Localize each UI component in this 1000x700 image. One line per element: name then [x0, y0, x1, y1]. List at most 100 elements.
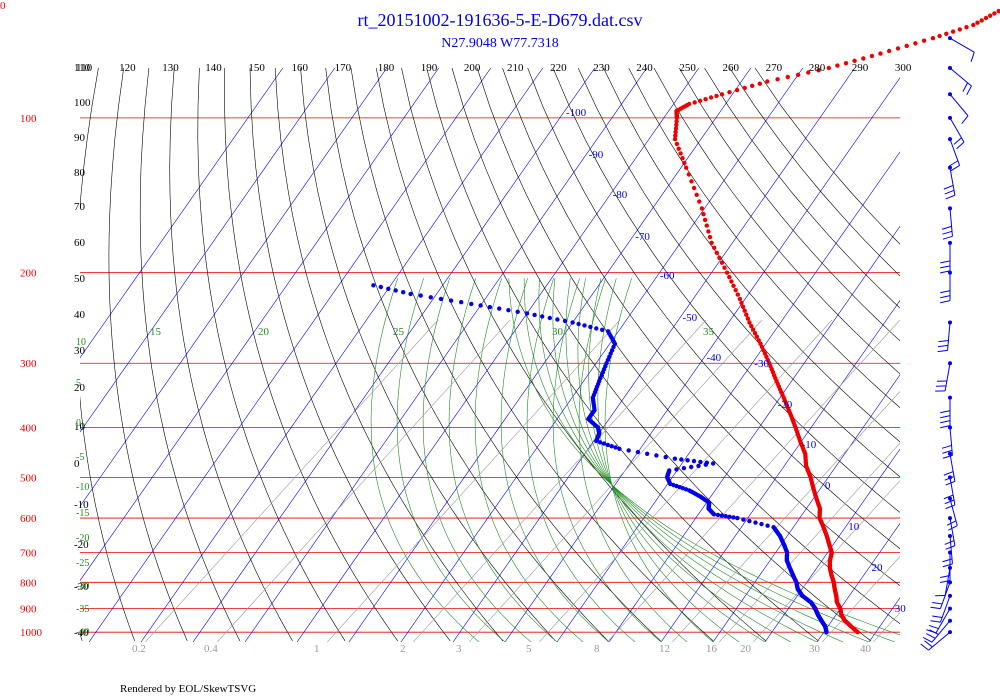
moist-adiabat-left-label: 10	[76, 337, 86, 348]
temperature-point	[686, 172, 691, 177]
dry-adiabat-label: 80	[74, 167, 86, 179]
moist-adiabat-line	[588, 278, 766, 642]
dewpoint-point	[710, 461, 716, 466]
dewpoint-point	[487, 304, 493, 310]
dewpoint-point	[679, 457, 684, 462]
mixing-ratio-label: 3	[456, 643, 462, 655]
isotherm-line	[192, 68, 596, 642]
dewpoint-point	[524, 311, 530, 316]
theta-tick-label: 280	[809, 62, 826, 74]
temperature-point	[682, 160, 687, 166]
dry-adiabat-line	[80, 68, 136, 642]
dry-adiabat-label: 50	[74, 273, 86, 285]
pressure-tick-label: 800	[20, 577, 37, 589]
wind-barb	[940, 270, 952, 304]
dry-adiabat-label: 70	[74, 201, 86, 213]
moist-adiabat-line	[597, 278, 740, 642]
wind-barb	[941, 206, 953, 240]
temperature-point	[733, 288, 738, 293]
dry-adiabat-label: 40	[74, 309, 86, 321]
wind-barb	[948, 36, 975, 62]
temperature-point	[674, 122, 679, 128]
isotherm-line	[88, 68, 492, 642]
mixing-ratio-label: 0.2	[132, 643, 146, 655]
dry-adiabat-line	[476, 68, 900, 625]
theta-tick-label: 220	[550, 62, 567, 74]
temperature-point	[717, 255, 722, 260]
temperature-point	[727, 274, 732, 280]
mixing-ratio-line	[468, 319, 763, 642]
temperature-point	[735, 292, 740, 297]
isotherm-line	[400, 68, 804, 642]
wind-barb-flag	[944, 189, 955, 195]
theta-tick-label: 110	[76, 62, 93, 74]
isotherm-label: 30	[895, 603, 907, 615]
dewpoint-point	[667, 468, 672, 473]
moist-adiabat-line	[577, 278, 792, 642]
isotherm-label: 0	[825, 480, 831, 492]
temperature-point	[983, 15, 989, 21]
dry-adiabat-label: -10	[74, 499, 89, 511]
dry-adiabat-label: -40	[74, 627, 89, 639]
wind-barb-flag	[945, 194, 956, 200]
dry-adiabat-line	[300, 68, 556, 642]
dewpoint-point	[727, 514, 732, 519]
temperature-point	[826, 65, 831, 71]
wind-barb	[930, 593, 952, 623]
temperature-point	[843, 61, 849, 66]
wind-barb-flag	[940, 300, 951, 304]
dewpoint-point	[540, 314, 545, 319]
temperature-point	[930, 36, 936, 41]
moist-adiabat-left-label: -20	[76, 533, 89, 544]
wind-barb-shaft	[949, 138, 961, 166]
moist-adiabat-left-label: -10	[76, 482, 89, 493]
dry-adiabat-line	[274, 68, 504, 642]
dewpoint-point	[617, 446, 622, 451]
temperature-point	[988, 13, 993, 18]
temperature-point	[756, 338, 761, 343]
temperature-point	[673, 133, 678, 138]
dewpoint-point	[635, 449, 641, 455]
temperature-point	[750, 83, 755, 89]
dewpoint-point	[601, 441, 607, 446]
dry-adiabat-line	[108, 68, 188, 642]
dewpoint-point	[378, 284, 383, 290]
temperature-point	[692, 100, 697, 105]
pressure-tick-label: 1000	[20, 627, 43, 639]
theta-tick-label: 150	[248, 62, 265, 74]
wind-barb-flag	[944, 475, 955, 481]
dewpoint-point	[609, 444, 614, 449]
temperature-point	[761, 348, 766, 353]
wind-barb	[920, 630, 952, 651]
wind-barb-flag	[926, 629, 937, 634]
dewpoint-point	[562, 318, 568, 324]
theta-tick-label: 200	[464, 62, 481, 74]
mixing-ratio-line	[872, 612, 900, 642]
dry-adiabat-label: -30	[74, 581, 89, 593]
pressure-tick-label: 200	[20, 268, 37, 280]
temperature-point	[673, 129, 678, 135]
moist-adiabat-line	[578, 278, 688, 642]
moist-adiabat-line	[422, 278, 532, 642]
temperature-point	[714, 250, 719, 255]
isotherm-line	[868, 597, 900, 642]
mixing-ratio-line	[752, 480, 900, 642]
wind-barb-flag	[940, 580, 951, 584]
wind-barb-flag	[938, 339, 949, 343]
dewpoint-point	[408, 291, 413, 297]
temperature-point	[703, 97, 708, 102]
isotherm-label: -10	[802, 439, 817, 451]
pressure-tick-label: 900	[20, 604, 37, 616]
isotherm-line	[80, 68, 284, 359]
isotherm-label: -60	[660, 270, 675, 282]
temperature-point	[878, 51, 883, 56]
mixing-ratio-line	[326, 319, 621, 642]
grid-layer	[80, 68, 900, 642]
dewpoint-point	[735, 515, 740, 521]
wind-barb	[948, 137, 961, 172]
dewpoint-point	[626, 448, 631, 453]
isotherm-line	[452, 68, 856, 642]
mixing-ratio-line	[412, 319, 707, 642]
theta-tick-label: 120	[119, 62, 136, 74]
temperature-point	[852, 58, 857, 63]
